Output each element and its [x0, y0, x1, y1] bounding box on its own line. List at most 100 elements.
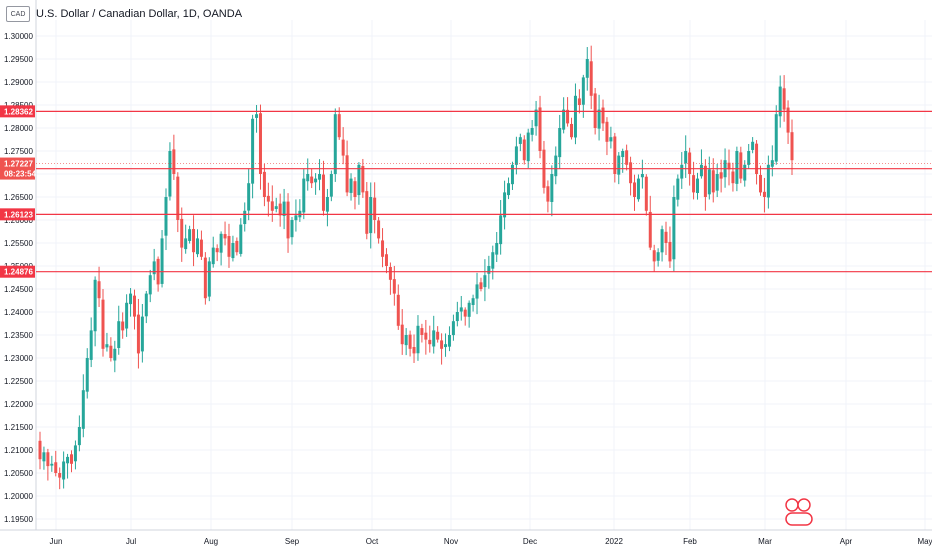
candle-body[interactable] — [192, 228, 196, 253]
candle-body[interactable] — [388, 266, 392, 280]
candle-body[interactable] — [384, 254, 388, 266]
candle-body[interactable] — [577, 98, 581, 105]
candle-body[interactable] — [62, 461, 66, 480]
candle-body[interactable] — [140, 316, 144, 352]
candle-body[interactable] — [585, 59, 589, 78]
candle-body[interactable] — [684, 151, 688, 164]
candle-body[interactable] — [648, 211, 652, 248]
candle-body[interactable] — [573, 95, 577, 138]
candle-body[interactable] — [526, 132, 530, 162]
candle-body[interactable] — [412, 346, 416, 354]
candle-body[interactable] — [621, 151, 625, 158]
candle-body[interactable] — [475, 284, 479, 299]
candle-body[interactable] — [46, 452, 50, 467]
candle-body[interactable] — [751, 141, 755, 150]
candle-body[interactable] — [341, 139, 345, 156]
candle-body[interactable] — [762, 191, 766, 197]
candle-body[interactable] — [255, 114, 259, 118]
candle-body[interactable] — [211, 247, 215, 265]
candle-body[interactable] — [640, 174, 644, 178]
candle-body[interactable] — [739, 152, 743, 179]
candle-body[interactable] — [243, 210, 247, 225]
candle-body[interactable] — [727, 162, 731, 170]
candle-body[interactable] — [262, 171, 266, 197]
candle-body[interactable] — [570, 123, 574, 138]
candle-body[interactable] — [680, 164, 684, 179]
candle-body[interactable] — [199, 239, 203, 257]
candle-body[interactable] — [274, 206, 278, 209]
candle-body[interactable] — [381, 240, 385, 257]
candle-body[interactable] — [444, 344, 448, 348]
candle-body[interactable] — [125, 302, 129, 329]
candle-body[interactable] — [770, 160, 774, 167]
candle-body[interactable] — [152, 261, 156, 275]
candle-body[interactable] — [136, 314, 140, 354]
candle-body[interactable] — [361, 166, 365, 193]
candle-body[interactable] — [321, 174, 325, 211]
candle-body[interactable] — [282, 201, 286, 216]
candle-body[interactable] — [424, 332, 428, 340]
candle-body[interactable] — [715, 174, 719, 191]
candle-body[interactable] — [546, 186, 550, 202]
candle-body[interactable] — [396, 294, 400, 326]
candle-body[interactable] — [463, 309, 467, 317]
candle-body[interactable] — [625, 150, 629, 165]
candle-body[interactable] — [719, 172, 723, 179]
candle-body[interactable] — [530, 128, 534, 135]
candle-body[interactable] — [369, 197, 373, 234]
candle-body[interactable] — [459, 307, 463, 312]
candle-body[interactable] — [73, 445, 77, 462]
candle-body[interactable] — [306, 174, 310, 182]
candle-body[interactable] — [50, 463, 54, 466]
candle-body[interactable] — [121, 321, 125, 331]
candle-body[interactable] — [420, 328, 424, 335]
candle-body[interactable] — [597, 109, 601, 129]
candle-body[interactable] — [223, 234, 227, 239]
candle-body[interactable] — [581, 77, 585, 105]
candle-body[interactable] — [164, 197, 168, 236]
candle-body[interactable] — [692, 175, 696, 193]
candle-body[interactable] — [790, 132, 794, 161]
candle-body[interactable] — [117, 321, 121, 348]
candle-body[interactable] — [101, 299, 105, 349]
candle-body[interactable] — [562, 109, 566, 130]
candle-body[interactable] — [487, 266, 491, 274]
candle-body[interactable] — [270, 201, 274, 211]
candle-body[interactable] — [54, 462, 58, 473]
candle-body[interactable] — [451, 321, 455, 336]
candle-body[interactable] — [617, 155, 621, 175]
candle-body[interactable] — [290, 220, 294, 238]
candle-body[interactable] — [432, 330, 436, 347]
candle-body[interactable] — [510, 164, 514, 185]
candle-body[interactable] — [258, 113, 262, 174]
candle-body[interactable] — [97, 281, 101, 299]
candle-body[interactable] — [85, 358, 89, 392]
candle-body[interactable] — [731, 171, 735, 184]
candle-body[interactable] — [286, 201, 290, 239]
candle-body[interactable] — [774, 114, 778, 162]
candle-body[interactable] — [184, 238, 188, 250]
candle-body[interactable] — [483, 275, 487, 288]
candle-body[interactable] — [69, 454, 73, 464]
candle-body[interactable] — [231, 243, 235, 259]
candle-body[interactable] — [786, 107, 790, 133]
candle-body[interactable] — [664, 231, 668, 243]
candle-body[interactable] — [436, 331, 440, 340]
candle-body[interactable] — [180, 218, 184, 248]
candle-body[interactable] — [81, 390, 85, 429]
candle-body[interactable] — [176, 176, 180, 220]
candle-body[interactable] — [58, 473, 62, 478]
candle-body[interactable] — [294, 215, 298, 221]
candle-body[interactable] — [215, 248, 219, 253]
candle-body[interactable] — [707, 169, 711, 195]
candle-body[interactable] — [77, 427, 81, 446]
candle-body[interactable] — [518, 137, 522, 144]
candle-body[interactable] — [105, 344, 109, 348]
candle-body[interactable] — [318, 174, 322, 180]
candle-body[interactable] — [373, 197, 377, 220]
candle-body[interactable] — [743, 164, 747, 181]
candle-body[interactable] — [239, 224, 243, 254]
candle-body[interactable] — [609, 137, 613, 142]
candle-body[interactable] — [227, 236, 231, 257]
candle-body[interactable] — [735, 151, 739, 184]
